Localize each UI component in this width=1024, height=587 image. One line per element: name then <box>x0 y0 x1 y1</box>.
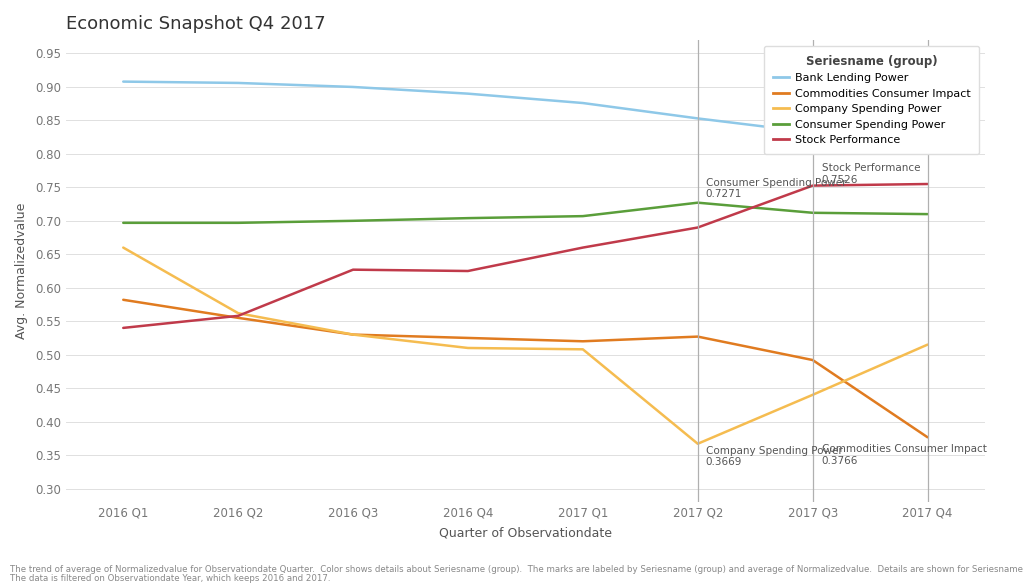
Text: The data is filtered on Observationdate Year, which keeps 2016 and 2017.: The data is filtered on Observationdate … <box>10 575 331 583</box>
Legend: Bank Lending Power, Commodities Consumer Impact, Company Spending Power, Consume: Bank Lending Power, Commodities Consumer… <box>764 46 979 154</box>
Text: Consumer Spending Power
0.7271: Consumer Spending Power 0.7271 <box>706 178 846 200</box>
Text: Bank Lending Power
0.8373: Bank Lending Power 0.8373 <box>822 100 928 121</box>
Text: Economic Snapshot Q4 2017: Economic Snapshot Q4 2017 <box>66 15 326 33</box>
Text: Company Spending Power
0.3669: Company Spending Power 0.3669 <box>706 446 843 467</box>
Y-axis label: Avg. Normalizedvalue: Avg. Normalizedvalue <box>15 203 28 339</box>
X-axis label: Quarter of Observationdate: Quarter of Observationdate <box>439 527 612 539</box>
Text: Commodities Consumer Impact
0.3766: Commodities Consumer Impact 0.3766 <box>822 444 987 466</box>
Text: Stock Performance
0.7526: Stock Performance 0.7526 <box>822 163 921 185</box>
Text: The trend of average of Normalizedvalue for Observationdate Quarter.  Color show: The trend of average of Normalizedvalue … <box>10 565 1024 574</box>
